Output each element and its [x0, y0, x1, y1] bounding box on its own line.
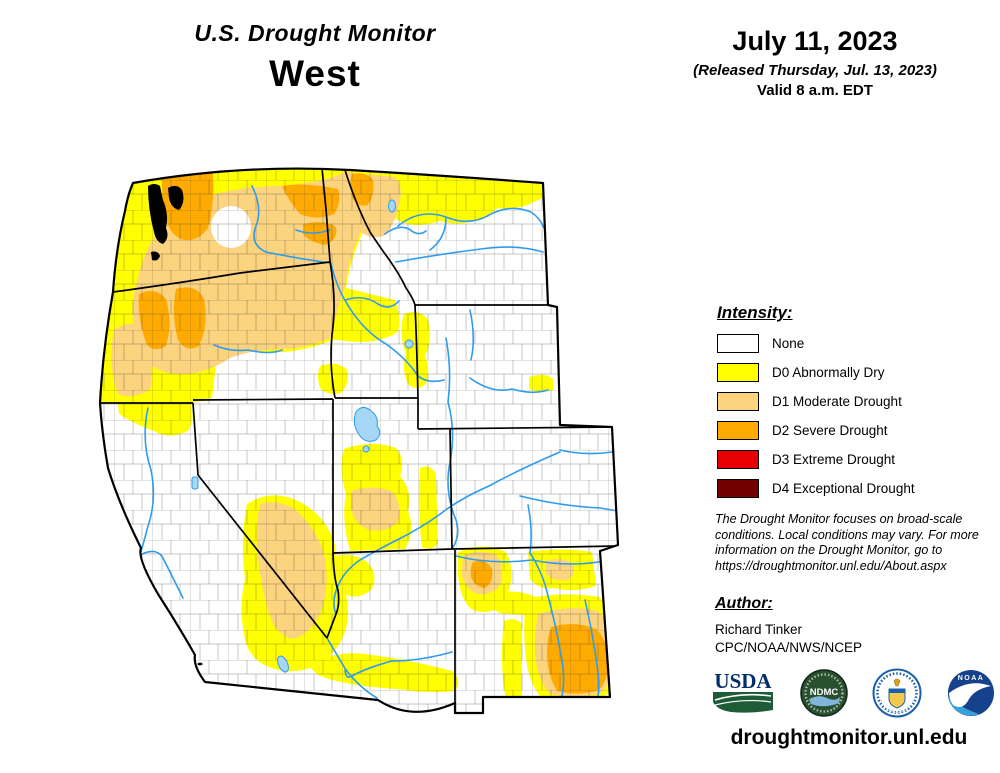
lakes: [191, 199, 414, 673]
author-block: Author: Richard Tinker CPC/NOAA/NWS/NCEP: [715, 595, 862, 655]
legend-label: D1 Moderate Drought: [772, 394, 902, 409]
d2-swatch: [717, 421, 759, 440]
region-title: West: [269, 53, 361, 94]
legend-row-d2: D2 Severe Drought: [717, 421, 915, 440]
state-borders: [100, 168, 618, 703]
legend-label: D0 Abnormally Dry: [772, 365, 885, 380]
map-date: July 11, 2023: [732, 26, 898, 56]
release-date: (Released Thursday, Jul. 13, 2023): [693, 62, 937, 79]
author-name: Richard Tinker: [715, 622, 803, 637]
legend-row-none: None: [717, 334, 915, 353]
page-title: U.S. Drought Monitor: [194, 20, 436, 46]
legend-label: D2 Severe Drought: [772, 423, 888, 438]
legend-title: Intensity:: [717, 303, 793, 322]
legend-row-d3: D3 Extreme Drought: [717, 450, 915, 469]
lake-tahoe: [191, 476, 199, 490]
doc-seal-logo: [872, 668, 922, 718]
d4-swatch: [717, 479, 759, 498]
legend-row-d1: D1 Moderate Drought: [717, 392, 915, 411]
usda-logo: USDA: [713, 670, 773, 713]
d1-swatch: [717, 392, 759, 411]
none-swatch: [717, 334, 759, 353]
disclaimer-text: The Drought Monitor focuses on broad-sca…: [715, 512, 979, 573]
ndmc-logo-text: NDMC: [809, 687, 838, 698]
d0-swatch: [717, 363, 759, 382]
title-block: U.S. Drought Monitor West: [95, 20, 535, 95]
ndmc-logo: NDMC: [799, 669, 848, 717]
intensity-legend: Intensity: None D0 Abnormally Dry D1 Mod…: [717, 303, 915, 508]
legend-row-d4: D4 Exceptional Drought: [717, 479, 915, 498]
author-label: Author:: [715, 595, 773, 612]
legend-label: D4 Exceptional Drought: [772, 481, 915, 496]
great-salt-lake: [353, 406, 381, 442]
site-url: droughtmonitor.unl.edu: [730, 726, 968, 749]
author-org: CPC/NOAA/NWS/NCEP: [715, 640, 863, 655]
legend-row-d0: D0 Abnormally Dry: [717, 363, 915, 382]
salton-sea: [277, 655, 289, 673]
legend-label: None: [772, 336, 805, 351]
date-block: July 11, 2023 (Released Thursday, Jul. 1…: [640, 26, 990, 99]
rivers: [138, 185, 618, 699]
d3-swatch: [717, 450, 759, 469]
valid-time: Valid 8 a.m. EDT: [757, 82, 873, 99]
agency-logos: USDA NDMC NOAA: [711, 668, 995, 718]
usda-logo-text: USDA: [714, 670, 772, 693]
noaa-logo: NOAA: [947, 670, 994, 716]
map-layers: [100, 168, 618, 713]
noaa-logo-text: NOAA: [958, 675, 985, 682]
legend-label: D3 Extreme Drought: [772, 452, 896, 467]
county-lines: [100, 168, 618, 713]
region-outline: [98, 167, 620, 715]
